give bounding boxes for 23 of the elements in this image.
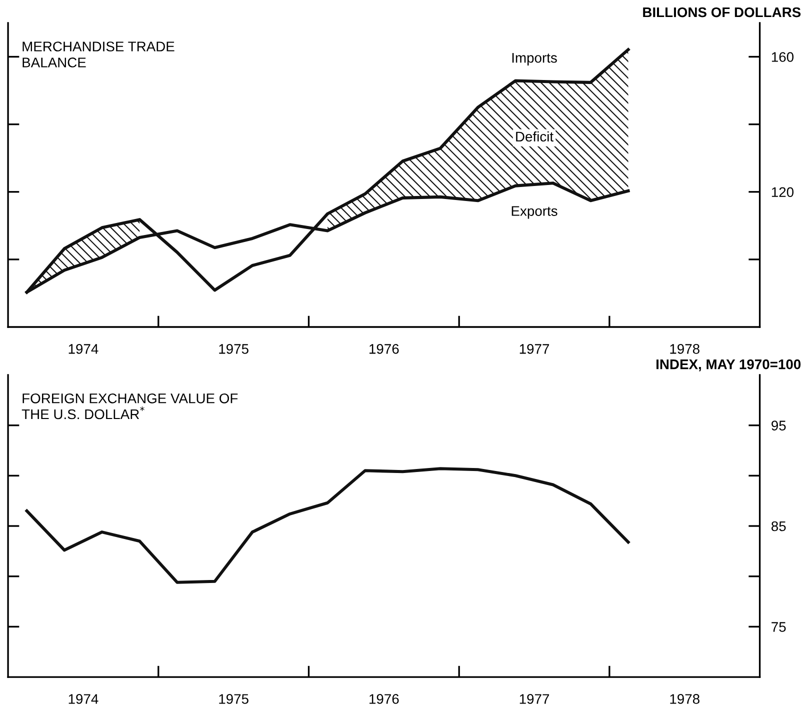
y-tick-label: 95: [772, 420, 786, 430]
y-tick-label: 120: [772, 187, 794, 198]
y-tick-label: 75: [772, 622, 786, 632]
series-label: Exports: [512, 206, 558, 219]
x-tick-label: 1974: [68, 694, 98, 704]
text: MERCHANDISE TRADE BALANCE: [22, 42, 174, 68]
x-tick-label: 1974: [68, 344, 98, 354]
x-tick-label: 1978: [670, 694, 700, 704]
series-label: Imports: [512, 53, 557, 66]
x-tick-label: 1977: [520, 694, 550, 704]
annotation: Deficit: [516, 131, 554, 142]
line-series: [25, 467, 630, 584]
x-tick-label: 1975: [219, 694, 248, 704]
x-tick-label: 1977: [520, 344, 550, 354]
y-tick-label: 160: [772, 52, 794, 62]
x-tick-label: 1976: [370, 344, 399, 354]
text: FOREIGN EXCHANGE VALUE OF THE U.S. DOLLAR$^{*}$: [22, 393, 238, 420]
x-tick-label: 1978: [670, 344, 700, 354]
y-axis-title: INDEX, MAY 1970=100: [656, 359, 801, 372]
y-axis-title: BILLIONS OF DOLLARS: [643, 7, 801, 18]
y-tick-label: 85: [771, 521, 786, 532]
x-tick-label: 1976: [370, 694, 399, 704]
x-tick-label: 1975: [219, 344, 248, 354]
